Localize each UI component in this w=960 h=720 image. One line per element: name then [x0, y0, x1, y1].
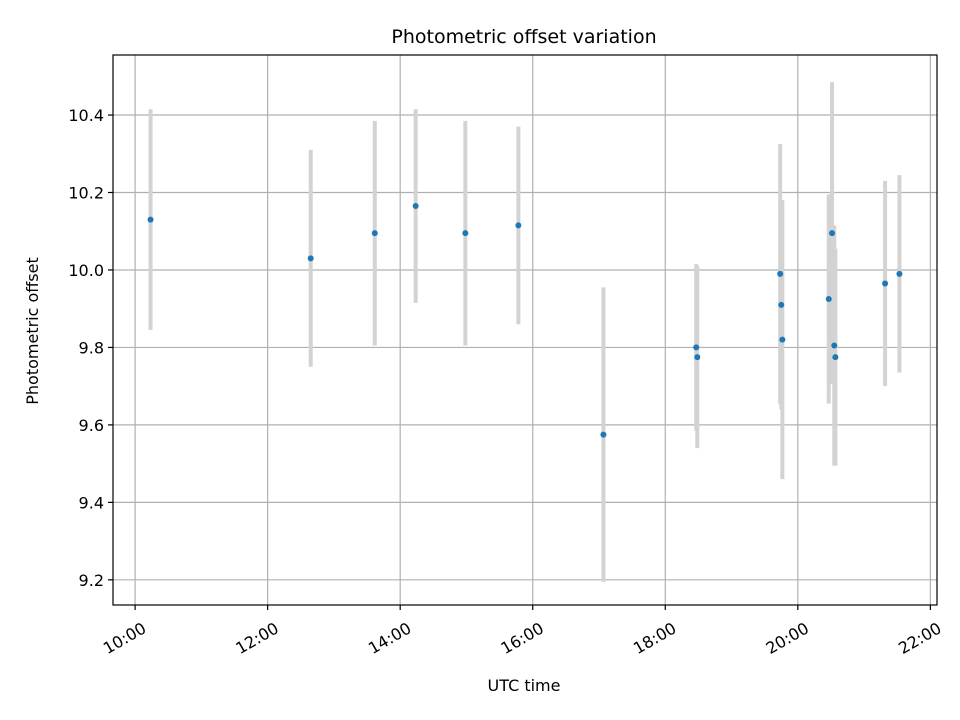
data-point [832, 354, 839, 361]
grid-layer [113, 55, 937, 605]
y-tick-label: 9.4 [79, 493, 104, 512]
data-point [829, 230, 836, 237]
data-point [777, 270, 784, 277]
y-tick-layer: 9.2 9.4 9.6 9.8 10.0 10.2 10.4 [68, 106, 113, 590]
y-tick-label: 10.2 [68, 184, 104, 203]
x-tick-label: 20:00 [763, 618, 812, 658]
x-tick-label: 14:00 [365, 618, 414, 658]
x-tick-label: 12:00 [232, 618, 281, 658]
x-tick-label: 22:00 [895, 618, 944, 658]
x-tick-label: 18:00 [630, 618, 679, 658]
data-point [896, 270, 903, 277]
data-point [693, 344, 700, 351]
y-tick-label: 9.6 [79, 416, 104, 435]
data-point [694, 354, 701, 361]
point-layer [147, 203, 903, 438]
data-point [600, 431, 607, 438]
data-point [462, 230, 469, 237]
data-point [515, 222, 522, 229]
x-tick-label: 16:00 [498, 618, 547, 658]
data-point [307, 255, 314, 262]
errorbar-layer [148, 82, 902, 582]
y-tick-label: 9.8 [79, 338, 104, 357]
y-tick-label: 10.0 [68, 261, 104, 280]
data-point [371, 230, 378, 237]
data-point [825, 296, 832, 303]
x-axis-label: UTC time [488, 676, 561, 695]
chart-title: Photometric offset variation [391, 26, 656, 48]
data-point [882, 280, 889, 287]
y-tick-label: 10.4 [68, 106, 104, 125]
data-point [412, 203, 419, 210]
x-tick-label: 10:00 [100, 618, 149, 658]
x-tick-layer: 10:00 12:00 14:00 16:00 18:00 20:00 22:00 [100, 605, 945, 658]
y-axis-label: Photometric offset [23, 257, 42, 405]
y-tick-label: 9.2 [79, 571, 104, 590]
data-point [831, 342, 838, 349]
data-point [147, 216, 154, 223]
data-point [778, 301, 785, 308]
data-point [779, 336, 786, 343]
axes-frame [112, 54, 938, 606]
